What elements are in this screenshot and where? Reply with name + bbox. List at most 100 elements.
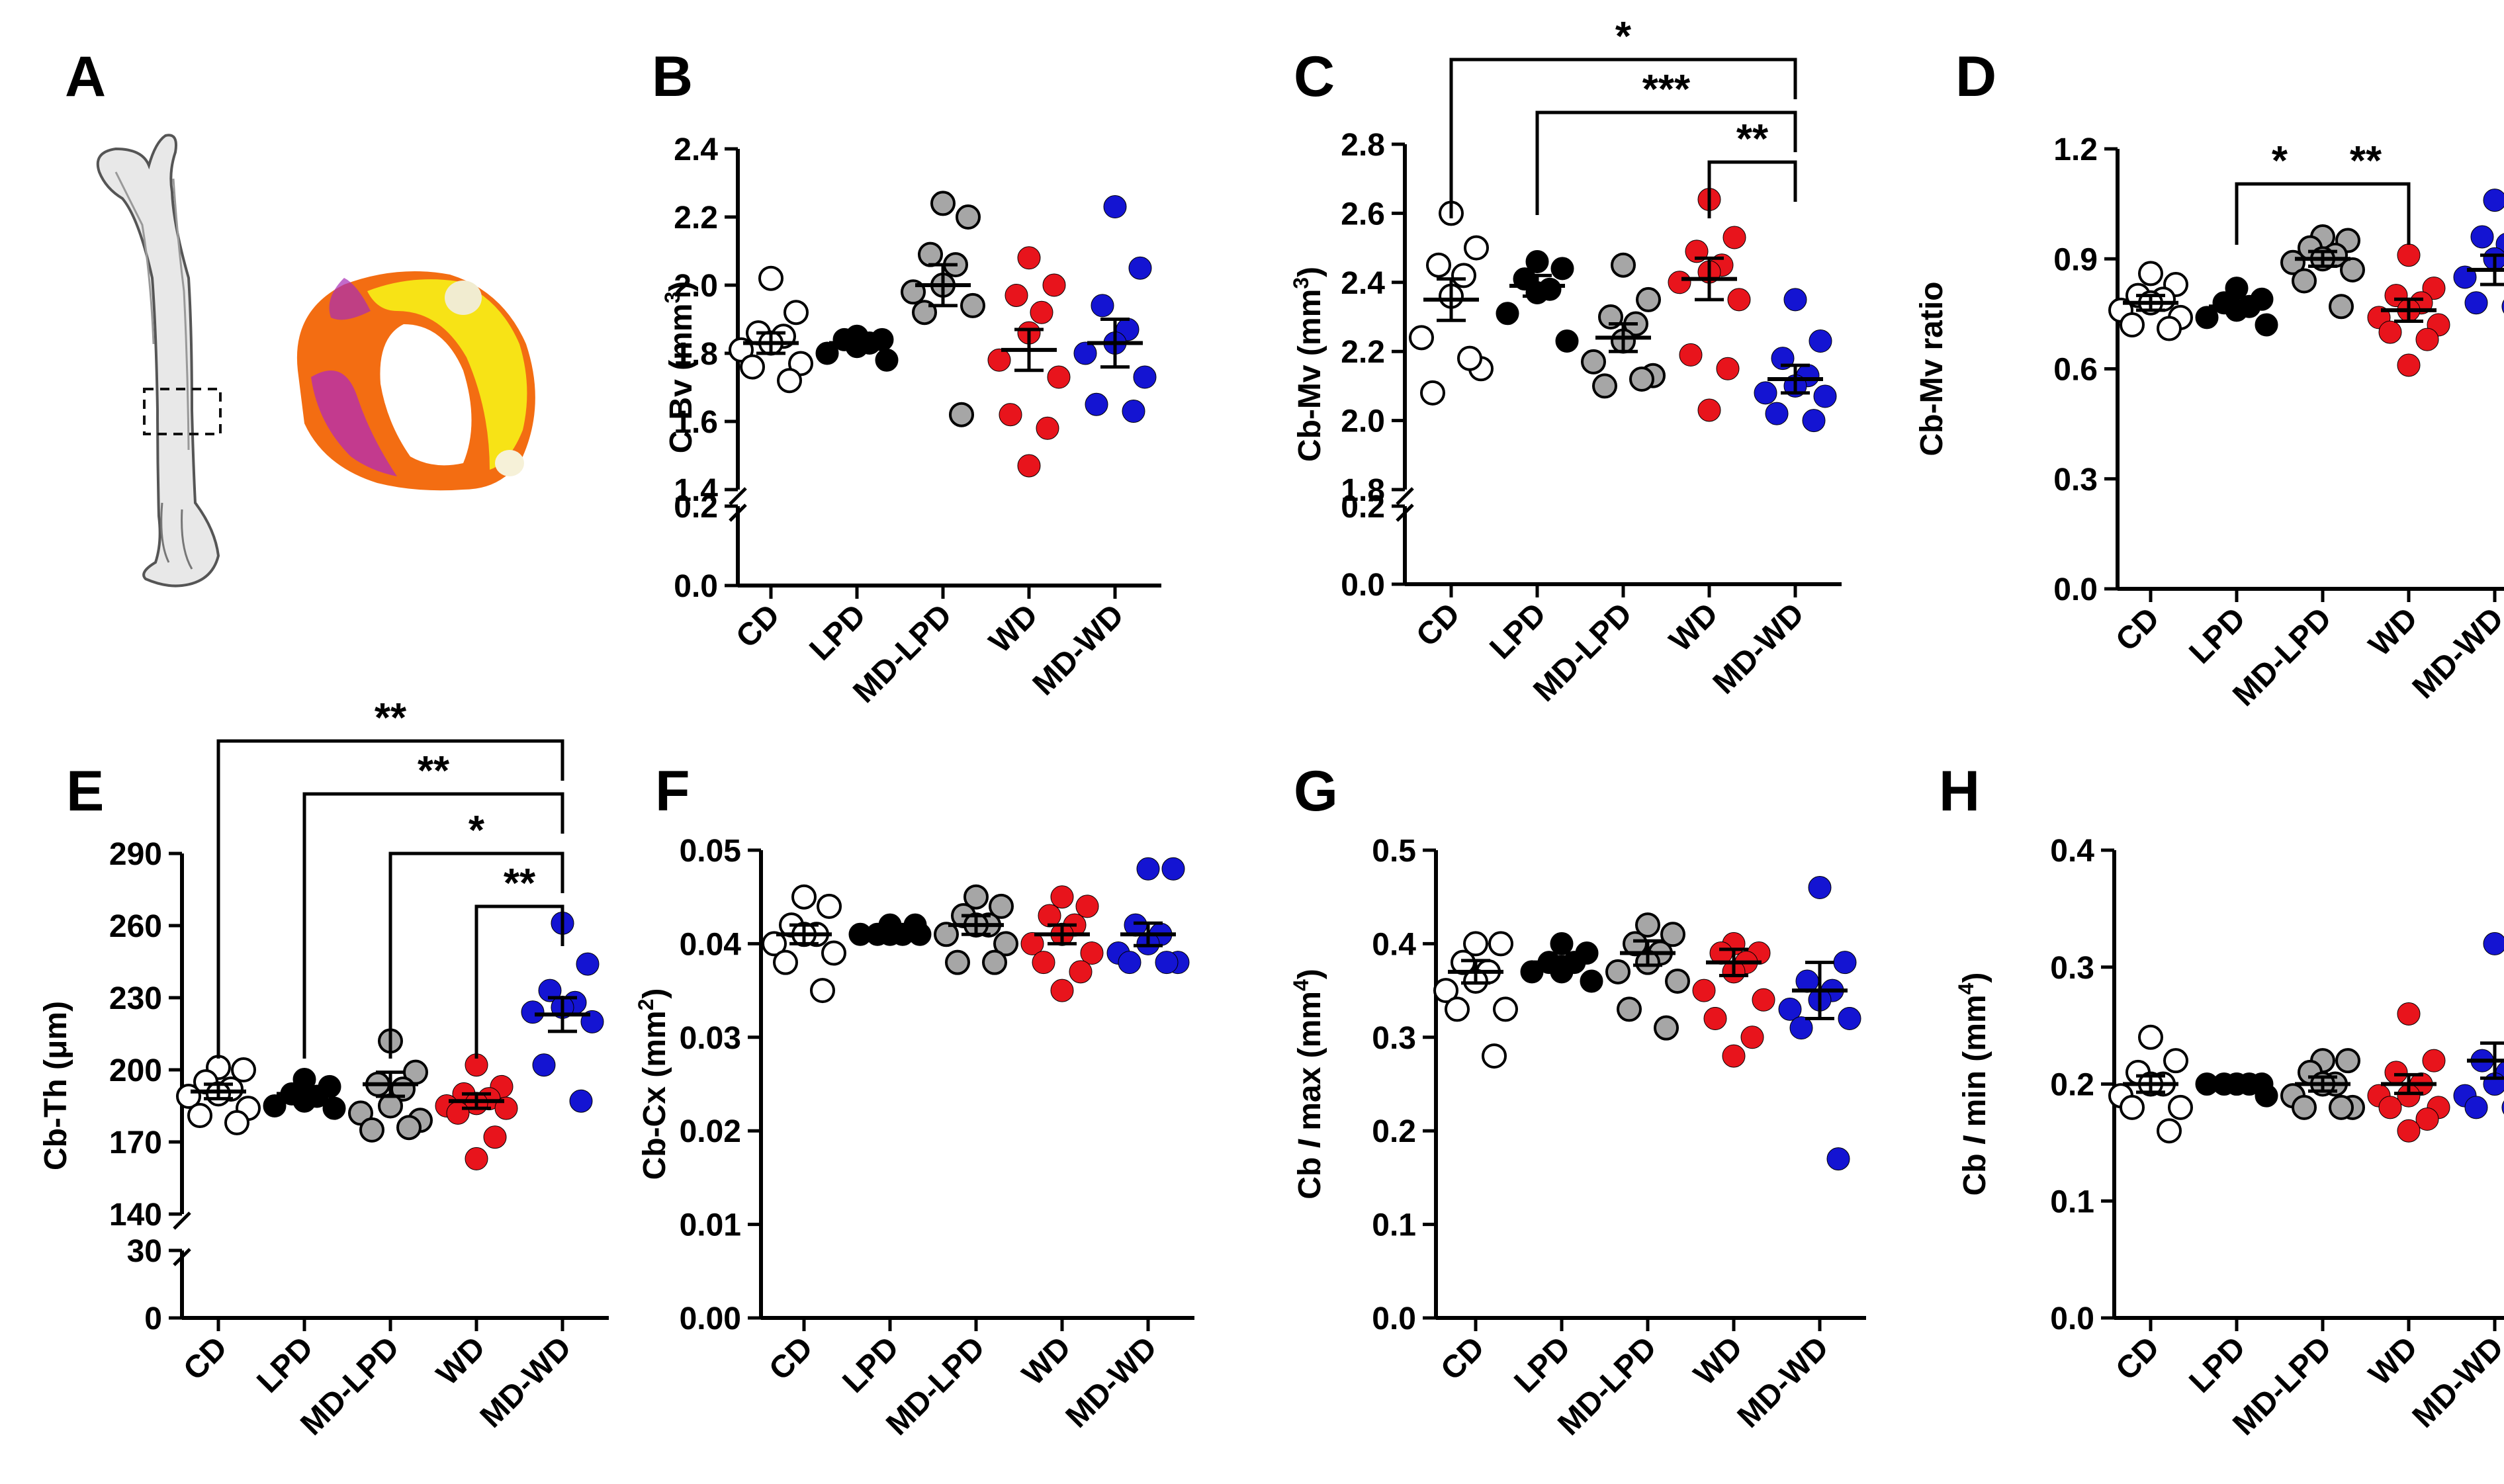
data-point-wd	[1032, 951, 1055, 975]
x-tick-label: MD-WD	[1059, 1330, 1164, 1434]
y-axis-label: Cb I min (mm4)	[1954, 973, 1992, 1196]
data-point-wd	[1080, 941, 1104, 965]
data-point-wd	[1668, 271, 1691, 294]
x-tick-label: WD	[1663, 596, 1725, 658]
data-point-wd	[1716, 357, 1740, 380]
data-point-md-wd	[1838, 1007, 1861, 1031]
data-point-md-wd	[2483, 932, 2504, 955]
significance-bracket	[474, 904, 564, 1059]
data-point-wd	[1036, 416, 1059, 440]
y-tick-label: 2.2	[1341, 335, 1385, 370]
data-point-wd	[1692, 979, 1716, 1002]
x-tick-label: LPD	[1507, 1330, 1577, 1399]
significance-bracket	[302, 792, 564, 1059]
data-point-md-wd	[1808, 876, 1832, 900]
significance-bracket	[1707, 160, 1797, 218]
y-label-sup: 3	[660, 292, 684, 304]
significance-label: *	[1615, 14, 1632, 60]
data-point-md-lpd	[378, 1093, 403, 1119]
y-axis-label: Cb-Mv ratio	[1914, 282, 1949, 457]
y-tick-label: 0.0	[674, 569, 718, 604]
data-point-md-lpd	[1611, 252, 1636, 278]
y-tick-label: 1.8	[1341, 473, 1385, 508]
data-point-md-lpd	[956, 204, 981, 230]
y-label-italic: I	[1957, 1135, 1992, 1145]
x-tick-label: CD	[729, 597, 786, 654]
data-point-lpd	[1496, 302, 1519, 326]
y-tick-label: 30	[127, 1234, 162, 1269]
data-point-cd	[1420, 380, 1445, 406]
data-point-md-lpd	[1660, 922, 1685, 947]
y-axis-label: Cb-Th (μm)	[38, 1001, 73, 1170]
data-point-md-wd	[1765, 402, 1789, 425]
data-point-cd	[762, 931, 787, 957]
y-label-text: )	[664, 281, 699, 292]
y-tick-label: 0	[144, 1301, 162, 1336]
data-point-cd	[2163, 1048, 2188, 1074]
panel-letter-f: F	[655, 760, 690, 823]
data-point-cd	[1463, 931, 1488, 957]
data-point-md-lpd	[1605, 959, 1631, 984]
x-tick-label: WD	[983, 597, 1045, 660]
y-tick-label: 0.0	[1341, 568, 1385, 603]
panel-letter-c: C	[1294, 45, 1335, 109]
data-point-lpd	[2255, 313, 2278, 337]
y-tick-label: 0.1	[1372, 1208, 1416, 1243]
data-point-wd	[1038, 904, 1061, 928]
data-point-wd	[1722, 1044, 1746, 1068]
y-label-italic: I	[1292, 1138, 1327, 1148]
data-point-md-wd	[1133, 365, 1157, 389]
data-point-cd	[758, 265, 783, 291]
data-point-md-wd	[569, 1089, 593, 1113]
y-label-text: Cb-Mv ratio	[1914, 282, 1949, 457]
data-point-cd	[231, 1057, 256, 1082]
panel-letter-h: H	[1939, 760, 1980, 823]
data-point-lpd	[1580, 969, 1603, 993]
data-point-wd	[2415, 327, 2439, 351]
data-point-md-lpd	[2329, 294, 2354, 320]
data-point-cd	[810, 978, 835, 1004]
x-tick-label: MD-WD	[1731, 1330, 1836, 1434]
significance-label: **	[2350, 138, 2382, 184]
data-point-cd	[1493, 996, 1518, 1022]
data-point-md-lpd	[963, 884, 989, 910]
y-tick-label: 170	[109, 1125, 162, 1160]
panel-a: A	[65, 45, 535, 588]
data-point-cd	[817, 893, 842, 919]
data-point-wd	[446, 1101, 470, 1125]
significance-bracket	[2323, 182, 2411, 245]
data-point-md-wd	[1809, 329, 1832, 353]
significance-bracket	[388, 851, 564, 1059]
y-tick-label: 0.03	[680, 1021, 741, 1056]
y-label-text: Cb-Cx (mm	[637, 1010, 672, 1180]
significance-label: **	[504, 861, 536, 906]
significance-bracket	[216, 739, 564, 1059]
data-point-cd	[773, 949, 798, 975]
x-tick-label: MD-WD	[2406, 1330, 2504, 1434]
data-point-cd	[2168, 1094, 2193, 1120]
y-label-text: Cb-Mv (mm	[1292, 289, 1327, 462]
y-tick-label: 1.2	[2053, 132, 2098, 167]
data-point-wd	[2415, 1108, 2439, 1131]
data-point-md-wd	[1128, 256, 1152, 280]
data-point-cd	[788, 351, 813, 376]
data-point-wd	[1005, 283, 1028, 307]
significance-bracket	[1449, 58, 1797, 218]
y-tick-label: 2.0	[1341, 404, 1385, 439]
data-point-md-wd	[2464, 1096, 2488, 1119]
y-tick-label: 0.4	[1372, 927, 1416, 962]
y-label-sup: 4	[1954, 982, 1978, 994]
y-tick-label: 0.0	[1372, 1301, 1416, 1336]
data-point-md-wd	[1091, 294, 1114, 318]
data-point-md-lpd	[993, 931, 1018, 957]
data-point-lpd	[875, 348, 899, 372]
data-point-md-wd	[1778, 997, 1802, 1021]
data-point-cd	[1482, 1043, 1507, 1069]
data-point-cd	[821, 940, 846, 966]
y-tick-label: 0.2	[674, 490, 718, 525]
y-tick-label: 0.3	[1372, 1021, 1416, 1056]
